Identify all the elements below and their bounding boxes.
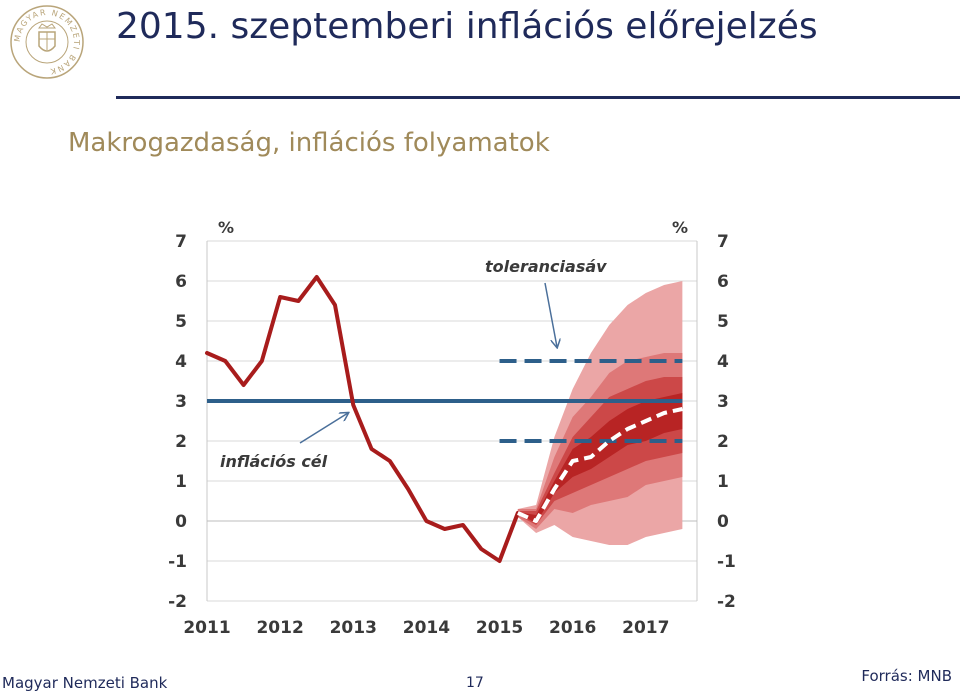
x-tick: 2014 — [403, 618, 450, 638]
y-tick-left: 5 — [175, 312, 187, 332]
tick-labels: 7 7 6 6 5 5 4 4 3 3 2 2 1 1 0 0 -1 -1 -2 -2 2011 2012 2013 2014… — [168, 232, 736, 638]
x-tick: 2011 — [183, 618, 230, 638]
y-tick-right: 6 — [717, 272, 729, 292]
y-tick-right: 4 — [717, 352, 729, 372]
y-tick-left: 1 — [175, 472, 187, 492]
target-annotation: inflációs cél — [220, 452, 328, 471]
title-divider — [116, 96, 960, 99]
y-unit-left: % — [218, 218, 234, 237]
y-tick-right: 1 — [717, 472, 729, 492]
y-tick-left: 2 — [175, 432, 187, 452]
page-title: 2015. szeptemberi inflációs előrejelzés — [116, 6, 818, 47]
y-tick-right: -2 — [717, 592, 736, 612]
y-tick-left: 0 — [175, 512, 187, 532]
tolerance-annotation: toleranciasáv — [485, 257, 607, 276]
y-tick-right: 3 — [717, 392, 729, 412]
x-tick: 2015 — [476, 618, 523, 638]
source-note: Forrás: MNB — [861, 667, 952, 685]
inflation-fan-chart: 7 7 6 6 5 5 4 4 3 3 2 2 1 1 0 0 -1 -1 -2 -2 2011 2012 2013 2014… — [168, 218, 736, 638]
reference-lines — [207, 359, 683, 443]
page-subtitle: Makrogazdaság, inflációs folyamatok — [68, 128, 550, 158]
y-tick-right: 2 — [717, 432, 729, 452]
tolerance-arrow — [544, 282, 557, 347]
y-tick-left: 6 — [175, 272, 187, 292]
y-tick-left: 4 — [175, 352, 187, 372]
page-number: 17 — [466, 675, 484, 691]
y-tick-left: 7 — [175, 232, 187, 252]
y-unit-right: % — [672, 218, 688, 237]
footer-bank-name: Magyar Nemzeti Bank — [2, 674, 168, 692]
mnb-seal-icon: MAGYAR NEMZETI BANK — [10, 5, 84, 79]
y-tick-left: 3 — [175, 392, 187, 412]
series-lines — [205, 275, 683, 563]
y-tick-right: 0 — [717, 512, 729, 532]
x-tick: 2012 — [256, 618, 303, 638]
actual-inflation-line — [205, 275, 520, 563]
x-tick: 2013 — [330, 618, 377, 638]
fan-band — [517, 393, 683, 523]
y-tick-left: -1 — [168, 552, 187, 572]
y-tick-left: -2 — [168, 592, 187, 612]
forecast-line — [517, 407, 683, 523]
y-tick-right: -1 — [717, 552, 736, 572]
y-tick-right: 7 — [717, 232, 729, 252]
x-tick: 2016 — [549, 618, 596, 638]
x-tick: 2017 — [622, 618, 669, 638]
target-arrow — [299, 413, 348, 444]
y-tick-right: 5 — [717, 312, 729, 332]
